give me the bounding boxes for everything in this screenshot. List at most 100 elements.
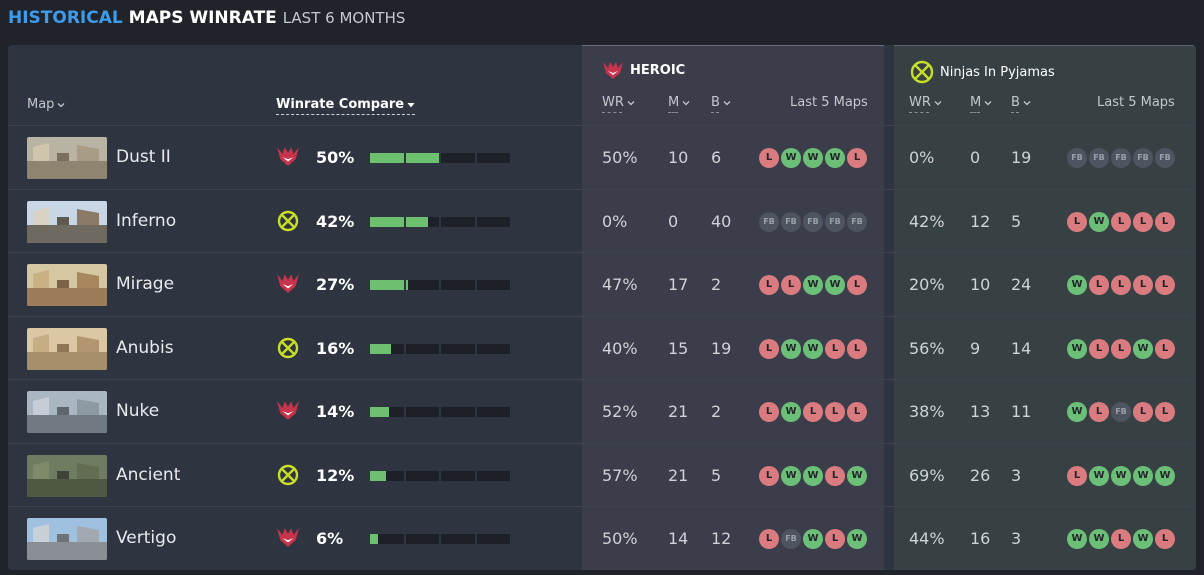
heroic-logo-icon bbox=[277, 401, 299, 420]
nip-b-label: B bbox=[1011, 95, 1020, 110]
heroic-bans: 2 bbox=[711, 275, 722, 294]
heroic-wr-label: WR bbox=[602, 95, 624, 110]
heroic-wr: 50% bbox=[602, 529, 638, 548]
bar-segment-fill bbox=[370, 470, 387, 481]
nip-bans: 3 bbox=[1011, 465, 1022, 485]
favored-team-logo bbox=[276, 399, 300, 423]
heroic-bans: 12 bbox=[711, 529, 732, 548]
favored-team-logo bbox=[276, 526, 300, 550]
nip-wr-sort[interactable]: WR bbox=[909, 95, 942, 113]
bar-segment bbox=[405, 470, 439, 481]
nip-b-sort[interactable]: B bbox=[1011, 95, 1031, 113]
nip-team-name: Ninjas In Pyjamas bbox=[940, 64, 1055, 80]
heroic-b-sort[interactable]: B bbox=[711, 95, 731, 113]
bar-segment-fill bbox=[370, 280, 404, 290]
result-badge: FB bbox=[1089, 148, 1109, 168]
result-badge: W bbox=[1111, 465, 1131, 486]
chevron-down-icon bbox=[57, 102, 65, 107]
heroic-team-name: HEROIC bbox=[630, 62, 686, 78]
heroic-maps: 17 bbox=[668, 275, 689, 294]
heroic-wr: 40% bbox=[602, 338, 638, 358]
map-name: Anubis bbox=[116, 337, 174, 358]
bar-segment bbox=[405, 216, 439, 227]
result-badge: W bbox=[1067, 275, 1087, 295]
heroic-last5-header: Last 5 Maps bbox=[790, 95, 868, 110]
result-badge: L bbox=[847, 148, 867, 168]
result-badge: FB bbox=[1133, 148, 1153, 168]
nip-maps: 9 bbox=[970, 338, 981, 358]
bar-segment bbox=[405, 407, 439, 417]
result-badge: W bbox=[781, 338, 801, 359]
result-badge: L bbox=[1155, 338, 1175, 359]
bar-segment bbox=[441, 534, 475, 544]
result-badge: W bbox=[803, 338, 823, 359]
result-badge: L bbox=[759, 402, 779, 422]
result-badge: FB bbox=[781, 529, 801, 549]
title-period: LAST 6 MONTHS bbox=[282, 9, 406, 27]
nip-bans: 5 bbox=[1011, 211, 1022, 231]
title-maps-winrate: MAPS WINRATE bbox=[128, 8, 277, 28]
nip-m-sort[interactable]: M bbox=[970, 95, 992, 113]
heroic-logo-icon bbox=[277, 528, 299, 547]
winrate-compare-bar bbox=[370, 216, 510, 227]
heroic-b-label: B bbox=[711, 95, 720, 110]
winrate-compare-dropdown[interactable]: Winrate Compare bbox=[276, 97, 416, 115]
nip-maps: 26 bbox=[970, 465, 991, 485]
map-row-inferno[interactable]: Inferno 42% 0% 0 40 FB FB FB FB FB 42% 12 5 … bbox=[8, 188, 1196, 253]
winrate-compare-bar bbox=[370, 153, 510, 163]
result-badge: FB bbox=[781, 211, 801, 232]
heroic-m-label: M bbox=[668, 95, 680, 110]
map-name: Mirage bbox=[116, 274, 175, 294]
result-badge: W bbox=[1155, 465, 1175, 486]
result-badge: FB bbox=[759, 211, 779, 232]
result-badge: L bbox=[825, 338, 845, 359]
result-badge: L bbox=[1155, 275, 1175, 295]
nip-last5: W L FB L L bbox=[1067, 402, 1175, 422]
section-title: HISTORICAL MAPS WINRATE LAST 6 MONTHS bbox=[8, 8, 405, 34]
winrate-compare-value: 16% bbox=[316, 338, 355, 358]
result-badge: W bbox=[803, 148, 823, 168]
favored-team-logo bbox=[276, 272, 300, 296]
result-badge: L bbox=[781, 275, 801, 295]
result-badge: L bbox=[1111, 529, 1131, 549]
result-badge: L bbox=[759, 338, 779, 359]
nip-bans: 14 bbox=[1011, 338, 1032, 358]
result-badge: L bbox=[759, 275, 779, 295]
bar-segment bbox=[476, 470, 510, 481]
maps-winrate-table: Map Winrate Compare HEROIC Ninjas In Pyj… bbox=[8, 45, 1196, 570]
result-badge: W bbox=[1067, 338, 1087, 359]
nip-logo-icon bbox=[277, 210, 299, 231]
map-sort-header[interactable]: Map bbox=[27, 97, 65, 112]
winrate-compare-bar bbox=[370, 534, 510, 544]
map-thumbnail bbox=[27, 327, 107, 370]
winrate-compare-value: 6% bbox=[316, 529, 344, 548]
result-badge: L bbox=[1067, 465, 1087, 486]
result-badge: L bbox=[1133, 402, 1153, 422]
heroic-wr-sort[interactable]: WR bbox=[602, 95, 635, 113]
result-badge: W bbox=[1133, 529, 1153, 549]
bar-segment-fill bbox=[370, 534, 379, 544]
bar-segment-fill bbox=[405, 153, 439, 163]
heroic-m-sort[interactable]: M bbox=[668, 95, 690, 113]
bar-segment bbox=[405, 280, 439, 290]
favored-team-logo bbox=[276, 463, 300, 487]
result-badge: FB bbox=[825, 211, 845, 232]
result-badge: W bbox=[1089, 211, 1109, 232]
heroic-wr: 47% bbox=[602, 275, 638, 294]
bar-segment bbox=[476, 407, 510, 417]
result-badge: FB bbox=[1155, 148, 1175, 168]
heroic-last5: L FB W L W bbox=[759, 529, 867, 549]
winrate-compare-value: 50% bbox=[316, 148, 355, 167]
bar-segment bbox=[370, 407, 404, 417]
nip-logo-icon bbox=[910, 60, 934, 84]
result-badge: L bbox=[825, 529, 845, 549]
